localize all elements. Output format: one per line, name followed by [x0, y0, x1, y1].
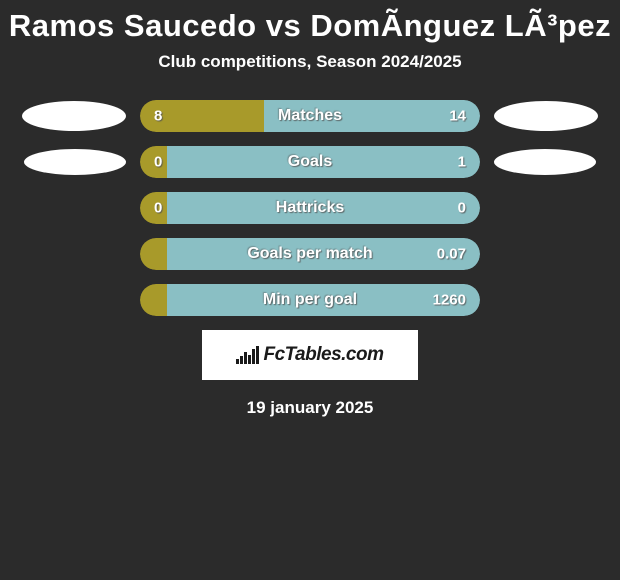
bar-label: Matches	[278, 107, 342, 125]
bar-label: Min per goal	[263, 291, 357, 309]
player2-shape-large	[494, 101, 598, 131]
bar-label: Hattricks	[276, 199, 344, 217]
fctables-logo: FcTables.com	[202, 330, 418, 380]
bar-value-left: 8	[154, 108, 162, 125]
bar-value-right: 0	[458, 200, 466, 217]
player2-shape-small	[494, 149, 596, 175]
bar-value-right: 1	[458, 154, 466, 171]
bar-value-right: 1260	[433, 292, 466, 309]
bars-chart-icon	[236, 346, 259, 364]
bar-left-segment	[140, 238, 167, 270]
bar-value-left: 0	[154, 154, 162, 171]
bar-value-left: 0	[154, 200, 162, 217]
logo-text: FcTables.com	[263, 344, 383, 366]
stat-row-hattricks: 0 Hattricks 0	[0, 192, 620, 224]
bar-value-right: 14	[449, 108, 466, 125]
bar-goals: 0 Goals 1	[140, 146, 480, 178]
bar-label: Goals	[288, 153, 332, 171]
stat-row-matches: 8 Matches 14	[0, 100, 620, 132]
player1-shape-small	[24, 149, 126, 175]
stat-row-gpm: Goals per match 0.07	[0, 238, 620, 270]
bar-value-right: 0.07	[437, 246, 466, 263]
subtitle: Club competitions, Season 2024/2025	[0, 52, 620, 100]
page-title: Ramos Saucedo vs DomÃ­nguez LÃ³pez	[0, 4, 620, 52]
bar-matches: 8 Matches 14	[140, 100, 480, 132]
player1-shape-large	[22, 101, 126, 131]
bar-hattricks: 0 Hattricks 0	[140, 192, 480, 224]
comparison-infographic: Ramos Saucedo vs DomÃ­nguez LÃ³pez Club …	[0, 0, 620, 418]
stat-row-mpg: Min per goal 1260	[0, 284, 620, 316]
bar-gpm: Goals per match 0.07	[140, 238, 480, 270]
bar-mpg: Min per goal 1260	[140, 284, 480, 316]
bar-label: Goals per match	[247, 245, 372, 263]
bar-left-segment	[140, 284, 167, 316]
date-label: 19 january 2025	[0, 398, 620, 418]
stat-row-goals: 0 Goals 1	[0, 146, 620, 178]
